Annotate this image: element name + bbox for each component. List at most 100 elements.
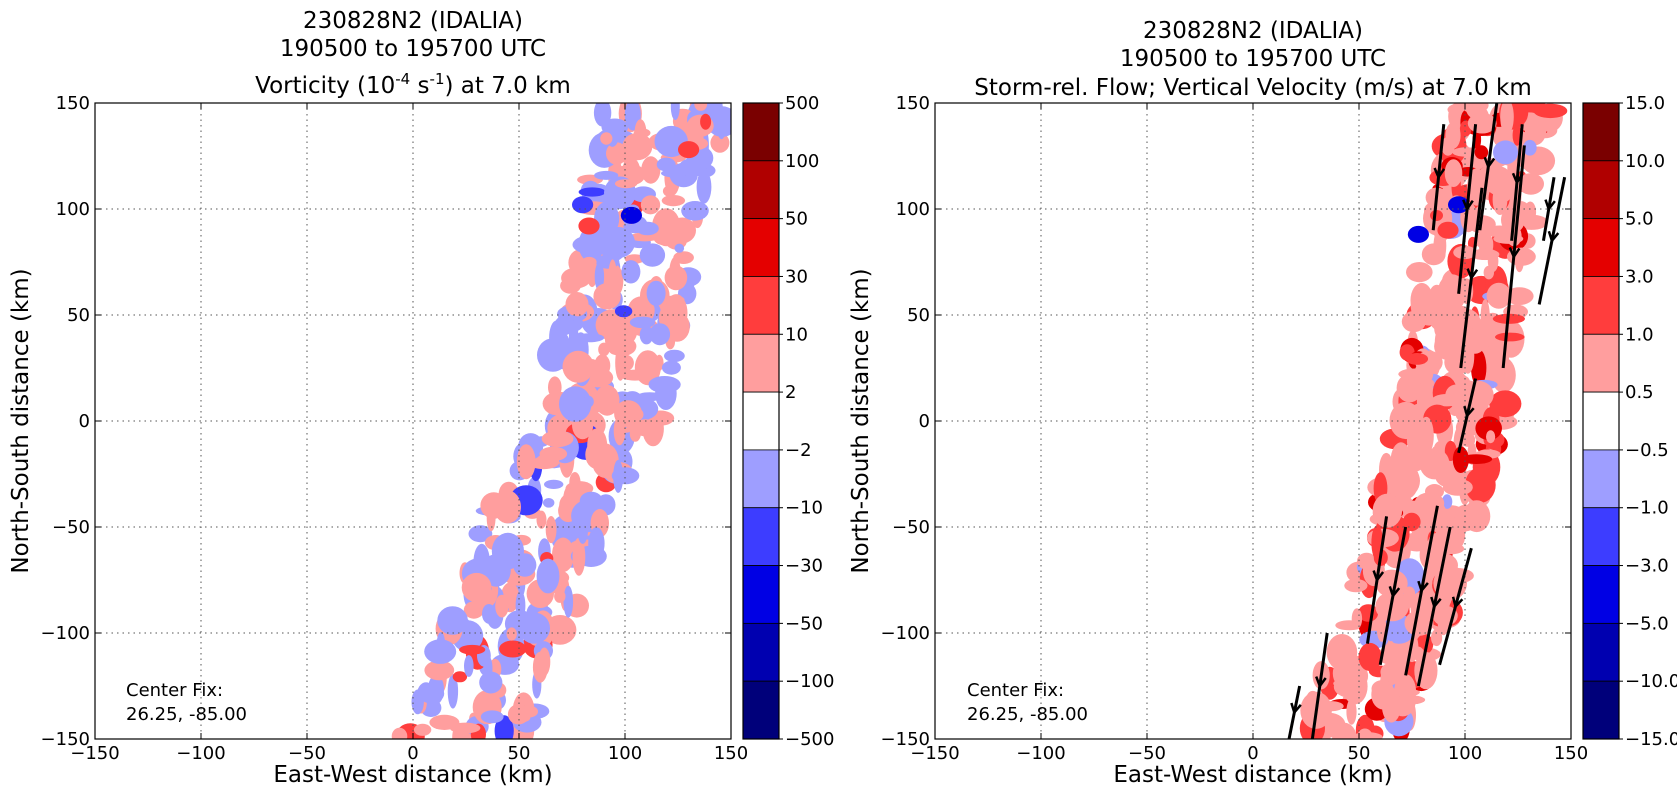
title-line-1: 230828N2 (IDALIA) [303, 8, 523, 34]
x-tick-label: −150 [910, 743, 959, 764]
colorbar-band [1582, 622, 1620, 682]
field-blob [482, 604, 496, 624]
flow-arrowhead [1463, 405, 1475, 419]
x-tick-label: 150 [714, 743, 748, 764]
vertical-velocity-field [1299, 103, 1568, 739]
field-blob [495, 594, 509, 618]
field-blob [459, 644, 486, 655]
flow-arrowhead [1483, 156, 1496, 170]
colorbar-band [742, 391, 780, 451]
field-blob [670, 103, 680, 121]
field-blob [1486, 282, 1512, 309]
field-blob [1495, 332, 1525, 342]
y-tick-label: −150 [41, 729, 90, 750]
field-blob [614, 179, 638, 189]
field-blob [1344, 579, 1368, 593]
field-blob [661, 195, 686, 207]
colorbar-band [742, 565, 780, 624]
field-blob [1475, 232, 1492, 249]
field-blob [594, 201, 620, 236]
colorbar-label: −0.5 [1625, 440, 1669, 461]
colorbar-band [742, 333, 780, 393]
flow-arrowhead [1451, 596, 1464, 610]
field-blob [1372, 493, 1403, 528]
field-blob [569, 472, 581, 493]
y-axis-label: North-South distance (km) [8, 268, 34, 573]
title-line-2: 190500 to 195700 UTC [280, 36, 546, 62]
field-blob [1462, 380, 1494, 409]
colorbar-label: −10.0 [1625, 671, 1677, 692]
colorbar-band [1582, 160, 1620, 220]
colorbar-band [1582, 276, 1620, 335]
panel-vertical-velocity: 230828N2 (IDALIA) 190500 to 195700 UTC S… [848, 18, 1677, 788]
field-blob [424, 639, 457, 664]
field-blob [1431, 629, 1443, 647]
field-blob [587, 428, 608, 463]
grid-lines [95, 103, 731, 739]
colorbar-label: 5.0 [1625, 209, 1654, 230]
field-blob [1470, 327, 1484, 338]
field-blob [1515, 250, 1524, 273]
field-blob [696, 170, 712, 204]
y-tick-label: −150 [881, 729, 930, 750]
colorbar-label: −50 [785, 613, 823, 634]
colorbar-band [742, 622, 780, 682]
field-blob [1425, 484, 1444, 499]
field-blob [664, 349, 685, 363]
field-blob [594, 170, 619, 180]
y-axis-ticks: 150 100 50 0 −50 −100 −150 [881, 93, 1571, 750]
colorbar-band [1582, 449, 1620, 509]
flow-arrowhead [1315, 676, 1327, 689]
field-blob [452, 671, 468, 683]
field-blob [556, 313, 574, 336]
field-blob [639, 325, 654, 345]
colorbar-label: 500 [785, 93, 819, 114]
field-blob [1358, 642, 1382, 672]
colorbar-label: 100 [785, 151, 819, 172]
field-blob [1455, 417, 1479, 438]
field-blob [532, 651, 548, 683]
field-blob [1401, 311, 1426, 333]
field-blob [1402, 512, 1421, 532]
field-blob [609, 266, 624, 296]
field-blob [648, 376, 681, 394]
field-blob [518, 612, 551, 644]
field-blob [1484, 166, 1512, 196]
field-blob [1475, 416, 1502, 441]
y-tick-label: −100 [41, 623, 90, 644]
title-line-3: Vorticity (10-4 s-1) at 7.0 km [255, 70, 571, 99]
panel-vorticity: 230828N2 (IDALIA) 190500 to 195700 UTC V… [8, 8, 834, 788]
colorbar-band [742, 680, 780, 740]
field-blob [1463, 500, 1491, 533]
field-blob [418, 683, 445, 704]
x-tick-label: −100 [176, 743, 225, 764]
field-blob [1405, 353, 1429, 365]
field-blob [681, 201, 709, 221]
field-blob [1419, 448, 1450, 480]
field-blob [541, 430, 574, 448]
field-blob [520, 705, 538, 718]
field-blob [601, 227, 636, 258]
field-blob [1375, 569, 1408, 598]
vorticity-field [391, 103, 731, 739]
field-blob [562, 350, 594, 383]
flow-arrowhead [1547, 230, 1560, 244]
field-blob [606, 142, 628, 165]
y-tick-label: 100 [896, 199, 930, 220]
field-blob [424, 660, 455, 681]
field-feature [578, 217, 600, 235]
field-blob [554, 589, 566, 603]
field-blob [1357, 728, 1373, 739]
field-blob [468, 525, 493, 543]
field-blob [1465, 467, 1496, 503]
x-tick-label: −50 [288, 743, 326, 764]
field-blob [473, 543, 491, 582]
y-axis-label: North-South distance (km) [848, 268, 874, 573]
field-blob [447, 674, 459, 709]
field-blob [1419, 501, 1446, 518]
field-blob [1418, 416, 1434, 455]
field-blob [454, 732, 473, 739]
colorbar-label: 10.0 [1625, 151, 1665, 172]
field-blob [678, 158, 706, 177]
field-blob [480, 492, 508, 519]
